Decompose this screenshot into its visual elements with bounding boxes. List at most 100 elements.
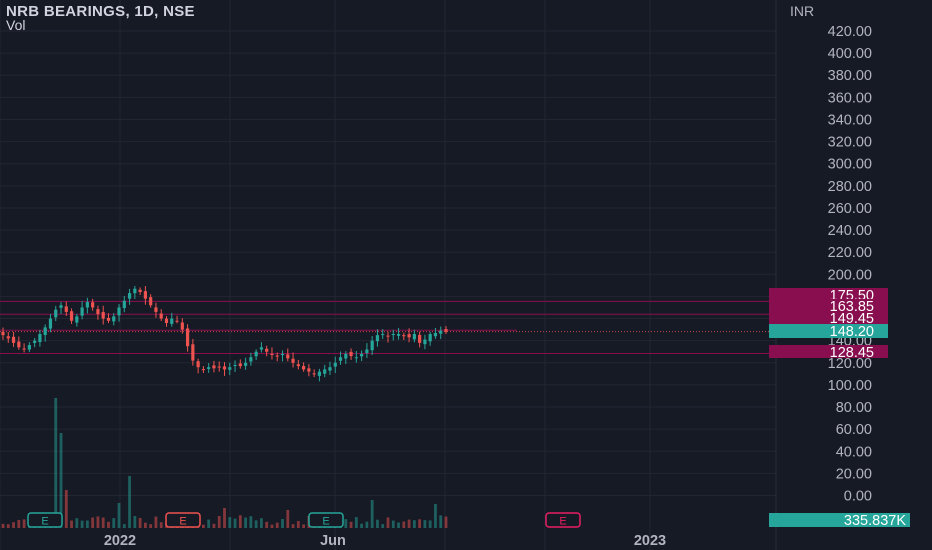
volume-bar [212, 523, 216, 528]
candle-body [222, 366, 227, 370]
candle-body [154, 307, 158, 312]
volume-bar [270, 524, 274, 528]
volume-bar [291, 524, 295, 528]
candle-body [175, 320, 179, 322]
candle-body [307, 368, 311, 372]
volume-bar [349, 521, 353, 528]
earnings-marker[interactable]: E [545, 512, 581, 528]
price-level-badge [769, 299, 888, 312]
candle-body [38, 334, 42, 343]
candle-body [112, 316, 116, 322]
volume-bar [344, 519, 348, 528]
candle-body [375, 335, 380, 342]
volume-bar [281, 519, 284, 528]
candle-body [228, 367, 232, 370]
price-tick-label: 240.00 [828, 223, 872, 239]
volume-bar [354, 517, 358, 528]
volume-bar [386, 517, 390, 528]
volume-bar [223, 508, 226, 528]
candle-body [159, 313, 163, 319]
candle-body [217, 366, 221, 368]
price-level-value: 149.45 [830, 311, 874, 327]
candle-body [396, 334, 401, 336]
symbol-title[interactable]: NRB BEARINGS, 1D, NSE [6, 3, 195, 20]
volume-bar [439, 515, 443, 528]
volume-bar [402, 521, 406, 528]
candle-body [302, 366, 306, 370]
volume-bar [143, 522, 147, 528]
currency-label: INR [790, 3, 815, 19]
volume-bar [59, 433, 63, 528]
volume-bar [112, 518, 116, 528]
volume-indicator-label[interactable]: Vol [6, 17, 26, 33]
price-tick-label: 320.00 [828, 135, 872, 151]
price-tick-label: 220.00 [828, 245, 872, 261]
volume-bar [244, 517, 247, 528]
candle-body [296, 364, 300, 367]
candle-body [386, 335, 390, 337]
volume-bar [138, 517, 142, 528]
volume-bar [75, 518, 79, 528]
volume-bar [412, 520, 416, 528]
volume-bar [254, 520, 258, 528]
volume-bar [70, 520, 73, 528]
volume-bar [260, 518, 263, 528]
last-price-value: 148.20 [830, 324, 874, 340]
candle-body [238, 363, 242, 367]
candle-body [185, 328, 190, 347]
time-tick-label: 2022 [104, 533, 136, 549]
time-tick-label: Jun [320, 533, 346, 549]
candle-body [1, 331, 5, 336]
volume-bar [302, 524, 306, 528]
candle-body [391, 334, 395, 336]
candle-body [117, 307, 121, 316]
candle-body [412, 334, 416, 340]
volume-bar [54, 398, 58, 528]
price-level-badge [769, 288, 888, 301]
candle-body [133, 288, 137, 294]
volume-bar [444, 516, 448, 528]
candle-body [138, 289, 142, 293]
candle-body [249, 357, 253, 362]
volume-bar [275, 522, 279, 528]
price-tick-label: 0.00 [844, 489, 872, 505]
candle-body [407, 334, 411, 338]
candle-body [122, 300, 126, 309]
candlestick-series [1, 285, 448, 382]
volume-bar [233, 518, 237, 528]
candle-body [265, 348, 269, 352]
price-tick-label: 40.00 [836, 444, 872, 460]
volume-bar [22, 519, 26, 528]
candle-body [428, 334, 432, 342]
volume-bar [85, 520, 89, 528]
candle-body [323, 369, 327, 374]
volume-bar [397, 522, 400, 528]
time-axis[interactable]: 2022 Jun 2023 [104, 533, 666, 549]
earnings-marker[interactable]: E [27, 512, 63, 528]
candle-body [317, 371, 322, 376]
candle-body [254, 351, 258, 357]
price-tick-label: 100.00 [828, 378, 872, 394]
candle-body [333, 362, 337, 367]
volume-bar [407, 519, 411, 528]
candle-body [338, 357, 343, 361]
price-axis[interactable]: 0.0020.0040.0060.0080.00100.00120.00140.… [828, 24, 872, 505]
volume-bars [1, 398, 448, 528]
candle-body [106, 317, 111, 321]
candle-body [328, 367, 332, 371]
price-tick-label: 420.00 [828, 24, 872, 40]
volume-bar [91, 517, 95, 528]
volume-bar [107, 521, 110, 528]
volume-bar [117, 503, 121, 528]
candle-body [80, 307, 84, 316]
earnings-marker[interactable]: E [308, 512, 344, 528]
earnings-marker[interactable]: E [165, 512, 201, 528]
volume-value: 335.837K [844, 513, 906, 529]
candle-body [96, 309, 100, 315]
candle-body [312, 373, 316, 375]
earnings-marker-box [545, 512, 581, 528]
price-level-lines [0, 300, 776, 354]
volume-bar [391, 520, 395, 528]
